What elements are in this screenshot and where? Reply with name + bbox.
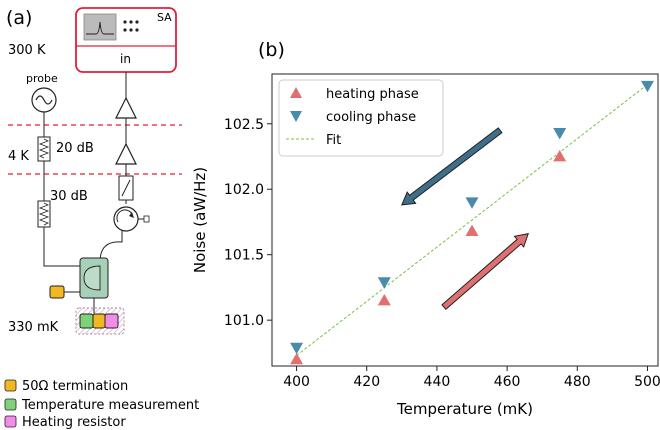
termination-load-icon [92, 313, 106, 329]
y-tick-label: 101.5 [224, 248, 264, 264]
spectrum-screen-icon [83, 13, 117, 41]
temp-4k-label: 4 K [8, 149, 29, 164]
trend-arrow-up-right [441, 233, 529, 311]
amplifier-room-icon [115, 96, 137, 119]
data-points [290, 80, 654, 365]
attenuator-20db-icon [37, 136, 51, 162]
legend-termination-swatch [4, 379, 17, 392]
cooling-point [290, 342, 304, 355]
chart-legend: heating phase cooling phase Fit [278, 79, 444, 157]
attenuator-30db-label: 30 dB [50, 189, 88, 204]
legend-heater-swatch [4, 415, 17, 428]
legend-cooling-marker [290, 111, 302, 122]
heating-point [465, 224, 479, 236]
heating-point [377, 294, 391, 306]
x-tick-label: 500 [634, 374, 660, 390]
trend-arrows [401, 127, 529, 311]
trend-arrow-down-left [401, 127, 503, 206]
legend-cooling-label: cooling phase [326, 110, 416, 125]
axis-ticks: 400 420 440 460 480 500 101.0 101.5 102.0 102.5 [224, 117, 660, 390]
legend-box [278, 79, 444, 157]
cooling-point [641, 80, 654, 93]
attenuator-20db-label: 20 dB [56, 141, 94, 156]
x-tick-label: 440 [424, 374, 451, 390]
x-tick-label: 400 [283, 374, 310, 390]
y-tick-label: 101.0 [224, 313, 264, 329]
y-tick-label: 102.0 [224, 182, 264, 198]
legend-fit-label: Fit [326, 133, 341, 148]
fit-line [296, 84, 648, 356]
cooling-point [553, 128, 567, 140]
legend-heating-marker [290, 87, 302, 98]
legend-termination-label: 50Ω termination [22, 379, 128, 394]
sa-keypad-icon [123, 20, 139, 32]
temp-room-label: 300 K [8, 43, 46, 58]
panel-a-label: (a) [6, 7, 32, 29]
x-tick-label: 460 [494, 374, 521, 390]
plot-frame [271, 73, 659, 367]
legend-heating-label: heating phase [326, 87, 419, 102]
cooling-point [377, 277, 391, 289]
sine-wave-icon [35, 95, 53, 105]
x-axis-label: Temperature (mK) [396, 400, 533, 418]
temperature-sensor-icon [79, 313, 94, 329]
temp-mk-label: 330 mK [8, 320, 59, 335]
x-tick-label: 420 [353, 374, 380, 390]
cooling-point [465, 197, 479, 209]
heating-point [553, 150, 567, 162]
legend-a: 50Ω termination Temperature measurement … [4, 379, 199, 430]
legend-heater-label: Heating resistor [22, 415, 126, 430]
fit-line-group [296, 84, 648, 356]
sa-input-label: in [120, 52, 131, 66]
heater-icon [104, 313, 119, 329]
legend-temperature-swatch [4, 398, 17, 411]
noise-temperature-chart: 400 420 440 460 480 500 101.0 101.5 102.0 102.5 T… [191, 73, 660, 418]
amplifier-4k-icon [115, 142, 137, 165]
x-tick-label: 480 [564, 374, 591, 390]
circulator-icon [113, 206, 139, 232]
panel-a-schematic: (a) 300 K probe 4 K 20 dB 30 dB 330 mK S… [6, 7, 182, 335]
y-axis-label: Noise (aW/Hz) [191, 167, 209, 273]
sa-label: SA [157, 11, 172, 24]
panel-b-label: (b) [258, 39, 285, 61]
probe-label: probe [26, 72, 58, 85]
legend-temperature-label: Temperature measurement [21, 398, 199, 413]
y-tick-label: 102.5 [224, 117, 264, 133]
heating-point [290, 353, 304, 365]
termination-50ohm-icon [49, 285, 65, 299]
